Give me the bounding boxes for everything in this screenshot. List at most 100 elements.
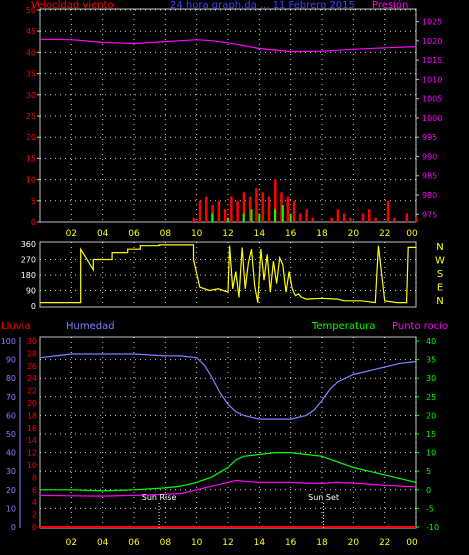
pressure-axis-tick-label: 990 [422,152,437,161]
wind-speed-bar [236,201,239,222]
direction-axis-tick-label: 270 [21,256,36,265]
humidity-temperature-chart: 0102030405060708090100024681012141618202… [1,337,439,548]
wind-speed-bar [218,201,221,222]
temperature-axis-tick-label: 15 [426,430,436,439]
humidity-line [40,354,416,419]
humidity-axis-tick-label: 20 [6,486,16,495]
top-x-tick-label: 18 [316,229,328,239]
top-x-tick-label: 12 [222,229,233,239]
wind-direction-chart: 090180270360 NWSEN [21,240,445,311]
wind-speed-bar [255,188,258,222]
temperature-axis-tick-label: 25 [426,393,436,402]
humidity-axis-tick-label: 90 [6,356,16,365]
pressure-axis-tick-label: 985 [422,172,437,181]
top-x-tick-label: 02 [66,229,77,239]
temperature-line [40,453,416,491]
top-frame [40,9,416,222]
wind-speed-bar [199,201,202,222]
temperature-axis-tick-label: 35 [426,356,436,365]
pressure-axis-tick-label: 1010 [422,75,442,84]
wind-gust-bar [243,214,245,222]
compass-letter-n: N [436,242,443,253]
wind-speed-bar [415,218,418,222]
compass-letter-w: W [435,256,445,267]
rain-axis-tick-label: 12 [27,449,37,458]
humidity-axis-tick-label: 50 [6,430,16,439]
temperature-axis-tick-label: 5 [426,467,431,476]
bot-x-tick-label: 22 [379,538,390,548]
bot-x-tick-label: 18 [316,538,328,548]
wind-speed-bar [230,197,233,222]
rain-axis-tick-label: 26 [27,362,37,371]
humidity-axis-tick-label: 100 [1,337,16,346]
bot-x-tick-label: 08 [160,538,172,548]
wind-speed-bar [337,209,340,222]
temperature-axis-tick-label: -10 [426,523,439,532]
rain-axis-tick-label: 14 [27,436,37,445]
wind-speed-bar [224,209,227,222]
top-x-tick-label: 06 [128,229,140,239]
rain-axis-tick-label: 10 [27,461,37,470]
wind-axis-tick-label: 45 [26,27,36,36]
direction-axis-tick-label: 180 [21,271,36,280]
wind-axis-tick-label: 10 [26,176,36,185]
dewpoint-line [40,481,416,497]
bot-x-tick-label: 10 [191,538,203,548]
wind-speed-bar [268,197,271,222]
top-x-tick-label: 00 [406,229,418,239]
wind-gust-bar [290,214,292,222]
pressure-axis-tick-label: 1020 [422,37,442,46]
wind-gust-bar [282,205,284,222]
pressure-axis-tick-label: 995 [422,133,437,142]
bot-x-tick-label: 00 [406,538,418,548]
compass-letter-n: N [436,296,443,307]
pressure-axis-tick-label: 980 [422,191,437,200]
wind-speed-bar [406,214,409,222]
compass-letter-s: S [437,269,443,280]
wind-speed-bar [349,218,352,222]
temperature-axis-tick-label: 0 [426,486,431,495]
wind-speed-bar [205,197,208,222]
wind-axis-tick-label: 35 [26,70,36,79]
temperature-axis-tick-label: -5 [426,504,434,513]
temperature-axis-tick-label: 10 [426,449,436,458]
wind-axis-tick-label: 50 [26,6,36,15]
pressure-axis-tick-label: 1005 [422,95,442,104]
sun-rise-label: Sun Rise [142,493,177,502]
humidity-axis-tick-label: 30 [6,467,16,476]
rain-axis-tick-label: 8 [32,473,37,482]
wind-speed-bar [343,214,346,222]
bot-x-tick-label: 02 [66,538,77,548]
rain-axis-tick-label: 16 [27,424,37,433]
pressure-axis-tick-label: 1015 [422,56,442,65]
humidity-axis-tick-label: 60 [6,411,16,420]
pressure-axis-tick-label: 1000 [422,114,442,123]
direction-axis-tick-label: 0 [31,302,36,311]
direction-axis-tick-label: 90 [26,287,36,296]
wind-gust-bar [274,209,276,222]
top-x-tick-label: 22 [379,229,390,239]
sun-set-label: Sun Set [308,493,339,502]
rain-axis-tick-label: 28 [27,349,37,358]
top-x-tick-label: 16 [285,229,297,239]
wind-speed-bar [362,214,365,222]
wind-gust-bar [211,214,213,222]
rain-axis-tick-label: 30 [27,337,37,346]
rain-axis-tick-label: 24 [27,374,37,383]
humidity-axis-tick-label: 70 [6,393,16,402]
bot-x-tick-label: 14 [254,538,266,548]
wind-speed-bar [261,192,264,222]
bot-x-tick-label: 12 [222,538,233,548]
wind-gust-bar [227,218,229,222]
top-x-tick-label: 04 [97,229,109,239]
wind-speed-bar [299,214,302,222]
wind-speed-bar [368,209,371,222]
wind-speed-bar [374,218,377,222]
top-x-tick-label: 14 [254,229,266,239]
wind-axis-tick-label: 15 [26,154,36,163]
bot-x-tick-label: 20 [348,538,360,548]
top-x-tick-label: 20 [348,229,360,239]
wind-pressure-chart: 0510152025303540455097598098599099510001… [26,6,443,239]
